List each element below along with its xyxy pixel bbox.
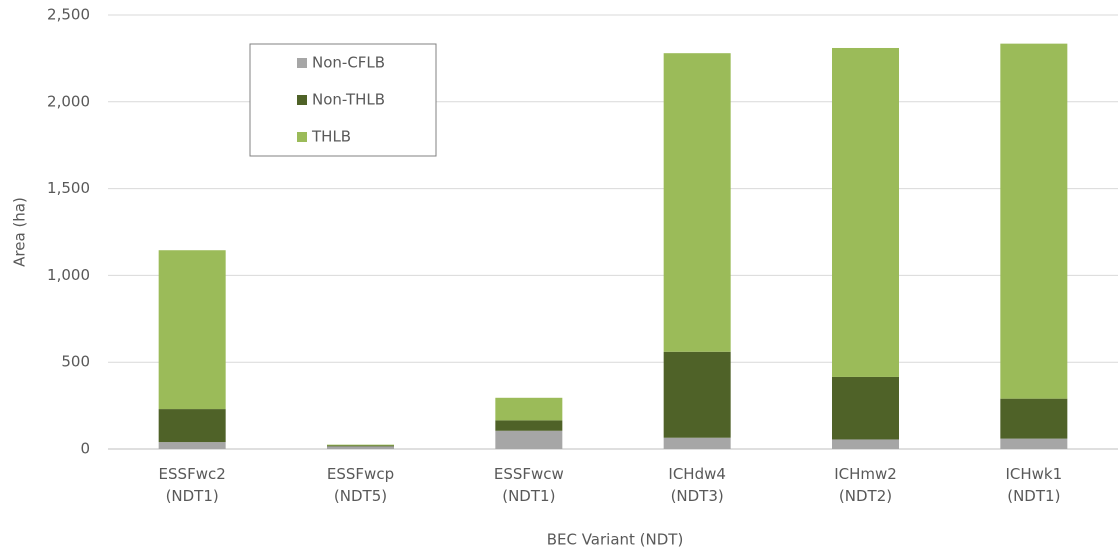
bar-segment xyxy=(663,437,731,449)
legend-swatch xyxy=(297,132,307,142)
bar-segment xyxy=(832,376,899,440)
x-tick-label: ESSFwcw (NDT1) xyxy=(493,465,564,505)
x-axis-label: BEC Variant (NDT) xyxy=(547,531,684,549)
legend-label: Non-CFLB xyxy=(312,54,385,72)
bar-segment xyxy=(832,47,899,377)
bar-segment xyxy=(1000,438,1068,449)
legend-box xyxy=(249,43,437,157)
x-tick-label: ICHwk1 (NDT1) xyxy=(1005,465,1063,505)
y-axis-label: Area (ha) xyxy=(11,197,29,267)
bar-segment xyxy=(832,439,899,449)
bar-segment xyxy=(663,53,731,352)
y-tick-label: 2,000 xyxy=(47,92,90,110)
y-tick-label: 2,500 xyxy=(47,6,90,24)
bar-segment xyxy=(495,430,563,449)
x-tick-label: ICHdw4 (NDT3) xyxy=(668,465,726,505)
y-tick-label: 0 xyxy=(80,440,90,458)
x-tick-label: ICHmw2 (NDT2) xyxy=(834,465,897,505)
x-tick-label: ESSFwcp (NDT5) xyxy=(326,465,395,505)
bar-segment xyxy=(495,420,563,431)
legend-label: Non-THLB xyxy=(312,91,385,109)
bar-segment xyxy=(327,444,394,446)
bar-segment xyxy=(663,351,731,438)
y-tick-label: 1,000 xyxy=(47,266,90,284)
bar-segment xyxy=(158,409,226,443)
legend-swatch xyxy=(297,95,307,105)
y-tick-label: 500 xyxy=(61,353,90,371)
bar-segment xyxy=(158,250,226,410)
bar-segment xyxy=(327,445,394,447)
bar-segment xyxy=(1000,398,1068,439)
bar-segment xyxy=(495,397,563,421)
bar-segment xyxy=(158,442,226,449)
y-tick-label: 1,500 xyxy=(47,179,90,197)
x-tick-label: ESSFwc2 (NDT1) xyxy=(158,465,226,505)
legend-label: THLB xyxy=(311,128,351,146)
bar-segment xyxy=(327,446,394,449)
bar-segment xyxy=(1000,43,1068,399)
legend-swatch xyxy=(297,58,307,68)
